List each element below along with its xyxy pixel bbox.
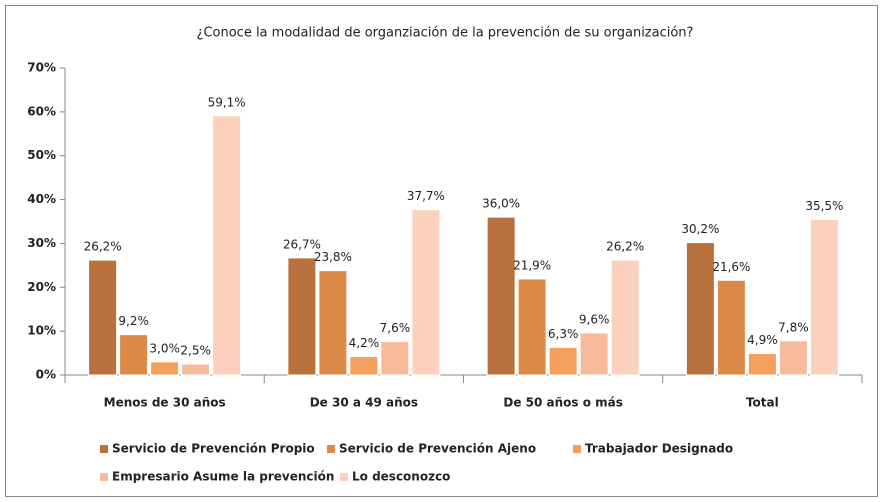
value-label: 4,2% [349,336,380,350]
bar [685,242,715,376]
bar [747,353,777,376]
bar [716,279,746,376]
bar [579,332,609,376]
legend-label: Trabajador Designado [585,442,733,456]
bar [150,361,180,376]
value-label: 30,2% [681,222,719,236]
legend-label: Empresario Asume la prevención [112,470,334,484]
legend-label: Lo desconozco [352,470,450,484]
value-label: 9,2% [118,314,149,328]
x-tick-label: Menos de 30 años [104,396,226,410]
value-label: 26,2% [606,240,644,254]
value-label: 21,6% [712,260,750,274]
bar [119,334,149,376]
value-label: 3,0% [149,341,180,355]
y-tick-label: 40% [27,192,56,206]
value-label: 59,1% [208,95,246,109]
bar [610,259,640,376]
bar [486,216,516,376]
y-tick-label: 60% [27,104,56,118]
value-label: 2,5% [180,344,211,358]
legend-swatch [340,473,348,481]
y-tick-label: 70% [27,61,56,75]
bar [88,259,118,376]
value-label: 9,6% [579,312,610,326]
legend-swatch [573,445,581,453]
bar [181,363,211,376]
value-label: 36,0% [482,197,520,211]
x-tick-label: Total [746,396,779,410]
chart-title: ¿Conoce la modalidad de organziación de … [197,26,694,41]
legend-swatch [327,445,335,453]
value-label: 6,3% [548,327,579,341]
value-label: 26,2% [84,240,122,254]
y-tick-label: 10% [27,324,56,338]
value-label: 35,5% [805,199,843,213]
x-tick-label: De 50 años o más [503,396,623,410]
bar [548,346,578,376]
bar [212,115,242,376]
bar [778,340,808,376]
value-label: 7,6% [380,321,411,335]
bar [517,278,547,376]
legend-swatch [100,473,108,481]
y-tick-label: 30% [27,236,56,250]
bar [411,209,441,376]
legend-label: Servicio de Prevención Propio [112,442,315,456]
y-tick-label: 20% [27,280,56,294]
bar [380,341,410,376]
bar [809,218,839,376]
value-label: 4,9% [747,333,778,347]
y-tick-label: 0% [36,368,56,382]
value-label: 7,8% [778,320,809,334]
value-label: 26,7% [283,237,321,251]
bar [318,270,348,376]
bar [349,356,379,376]
bar [287,257,317,376]
chart-frame [5,5,878,497]
value-label: 23,8% [314,250,352,264]
legend-swatch [100,445,108,453]
legend-label: Servicio de Prevención Ajeno [339,442,536,456]
value-label: 21,9% [513,258,551,272]
y-tick-label: 50% [27,148,56,162]
value-label: 37,7% [407,189,445,203]
x-tick-label: De 30 a 49 años [310,396,418,410]
